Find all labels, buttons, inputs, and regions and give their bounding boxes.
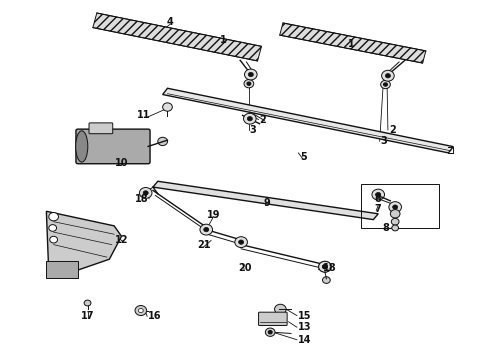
Polygon shape [93, 13, 262, 61]
FancyBboxPatch shape [259, 312, 287, 325]
Circle shape [322, 277, 330, 283]
FancyBboxPatch shape [76, 129, 150, 164]
Circle shape [50, 236, 57, 243]
Circle shape [384, 83, 388, 86]
Circle shape [49, 212, 58, 221]
Circle shape [84, 300, 91, 306]
Circle shape [244, 80, 254, 88]
Text: 9: 9 [264, 198, 270, 208]
Circle shape [381, 80, 391, 89]
Text: 4: 4 [167, 17, 173, 27]
Text: 2: 2 [260, 114, 266, 125]
Circle shape [391, 210, 400, 218]
Circle shape [318, 261, 331, 272]
Circle shape [244, 113, 256, 124]
Circle shape [247, 82, 251, 85]
Circle shape [392, 225, 398, 231]
Circle shape [139, 188, 152, 198]
Circle shape [200, 224, 213, 235]
Circle shape [392, 219, 399, 225]
Circle shape [376, 193, 381, 197]
Circle shape [266, 328, 275, 336]
Circle shape [245, 69, 257, 80]
Circle shape [247, 117, 252, 121]
Text: 14: 14 [298, 335, 312, 345]
Text: 18: 18 [322, 262, 336, 273]
Circle shape [318, 261, 331, 272]
Text: 6: 6 [374, 194, 381, 204]
Text: 11: 11 [137, 111, 150, 120]
Text: 3: 3 [381, 136, 388, 146]
Text: 7: 7 [374, 204, 381, 214]
Text: 1: 1 [220, 35, 226, 45]
Circle shape [268, 330, 272, 334]
Text: 16: 16 [148, 311, 162, 321]
Text: 3: 3 [250, 125, 257, 135]
Circle shape [204, 228, 209, 232]
Circle shape [392, 205, 398, 209]
Circle shape [274, 304, 286, 314]
Polygon shape [280, 23, 426, 63]
Circle shape [49, 225, 56, 231]
Circle shape [235, 237, 247, 248]
Text: 15: 15 [298, 311, 312, 320]
Text: 8: 8 [382, 223, 389, 233]
Polygon shape [163, 88, 453, 153]
Circle shape [322, 265, 327, 269]
Polygon shape [153, 181, 378, 220]
Circle shape [382, 70, 394, 81]
Circle shape [248, 72, 253, 77]
Ellipse shape [75, 131, 88, 162]
Text: 12: 12 [115, 235, 128, 246]
Text: 21: 21 [197, 240, 211, 251]
Circle shape [239, 240, 244, 244]
Text: 2: 2 [390, 125, 396, 135]
Text: 13: 13 [298, 322, 312, 332]
FancyBboxPatch shape [89, 123, 113, 134]
Circle shape [322, 265, 327, 269]
Circle shape [138, 309, 143, 312]
Circle shape [372, 189, 385, 200]
Text: 1: 1 [348, 40, 355, 49]
Text: 17: 17 [81, 311, 94, 321]
Text: 18: 18 [134, 194, 148, 204]
Circle shape [135, 306, 147, 315]
Polygon shape [47, 211, 122, 276]
FancyBboxPatch shape [47, 261, 78, 278]
Circle shape [389, 202, 401, 212]
Circle shape [386, 73, 391, 78]
Text: 20: 20 [238, 262, 252, 273]
Text: 5: 5 [300, 152, 307, 162]
Text: 19: 19 [207, 211, 220, 220]
Circle shape [143, 191, 148, 195]
Circle shape [158, 137, 168, 145]
Text: 10: 10 [115, 158, 128, 168]
Circle shape [163, 103, 172, 111]
